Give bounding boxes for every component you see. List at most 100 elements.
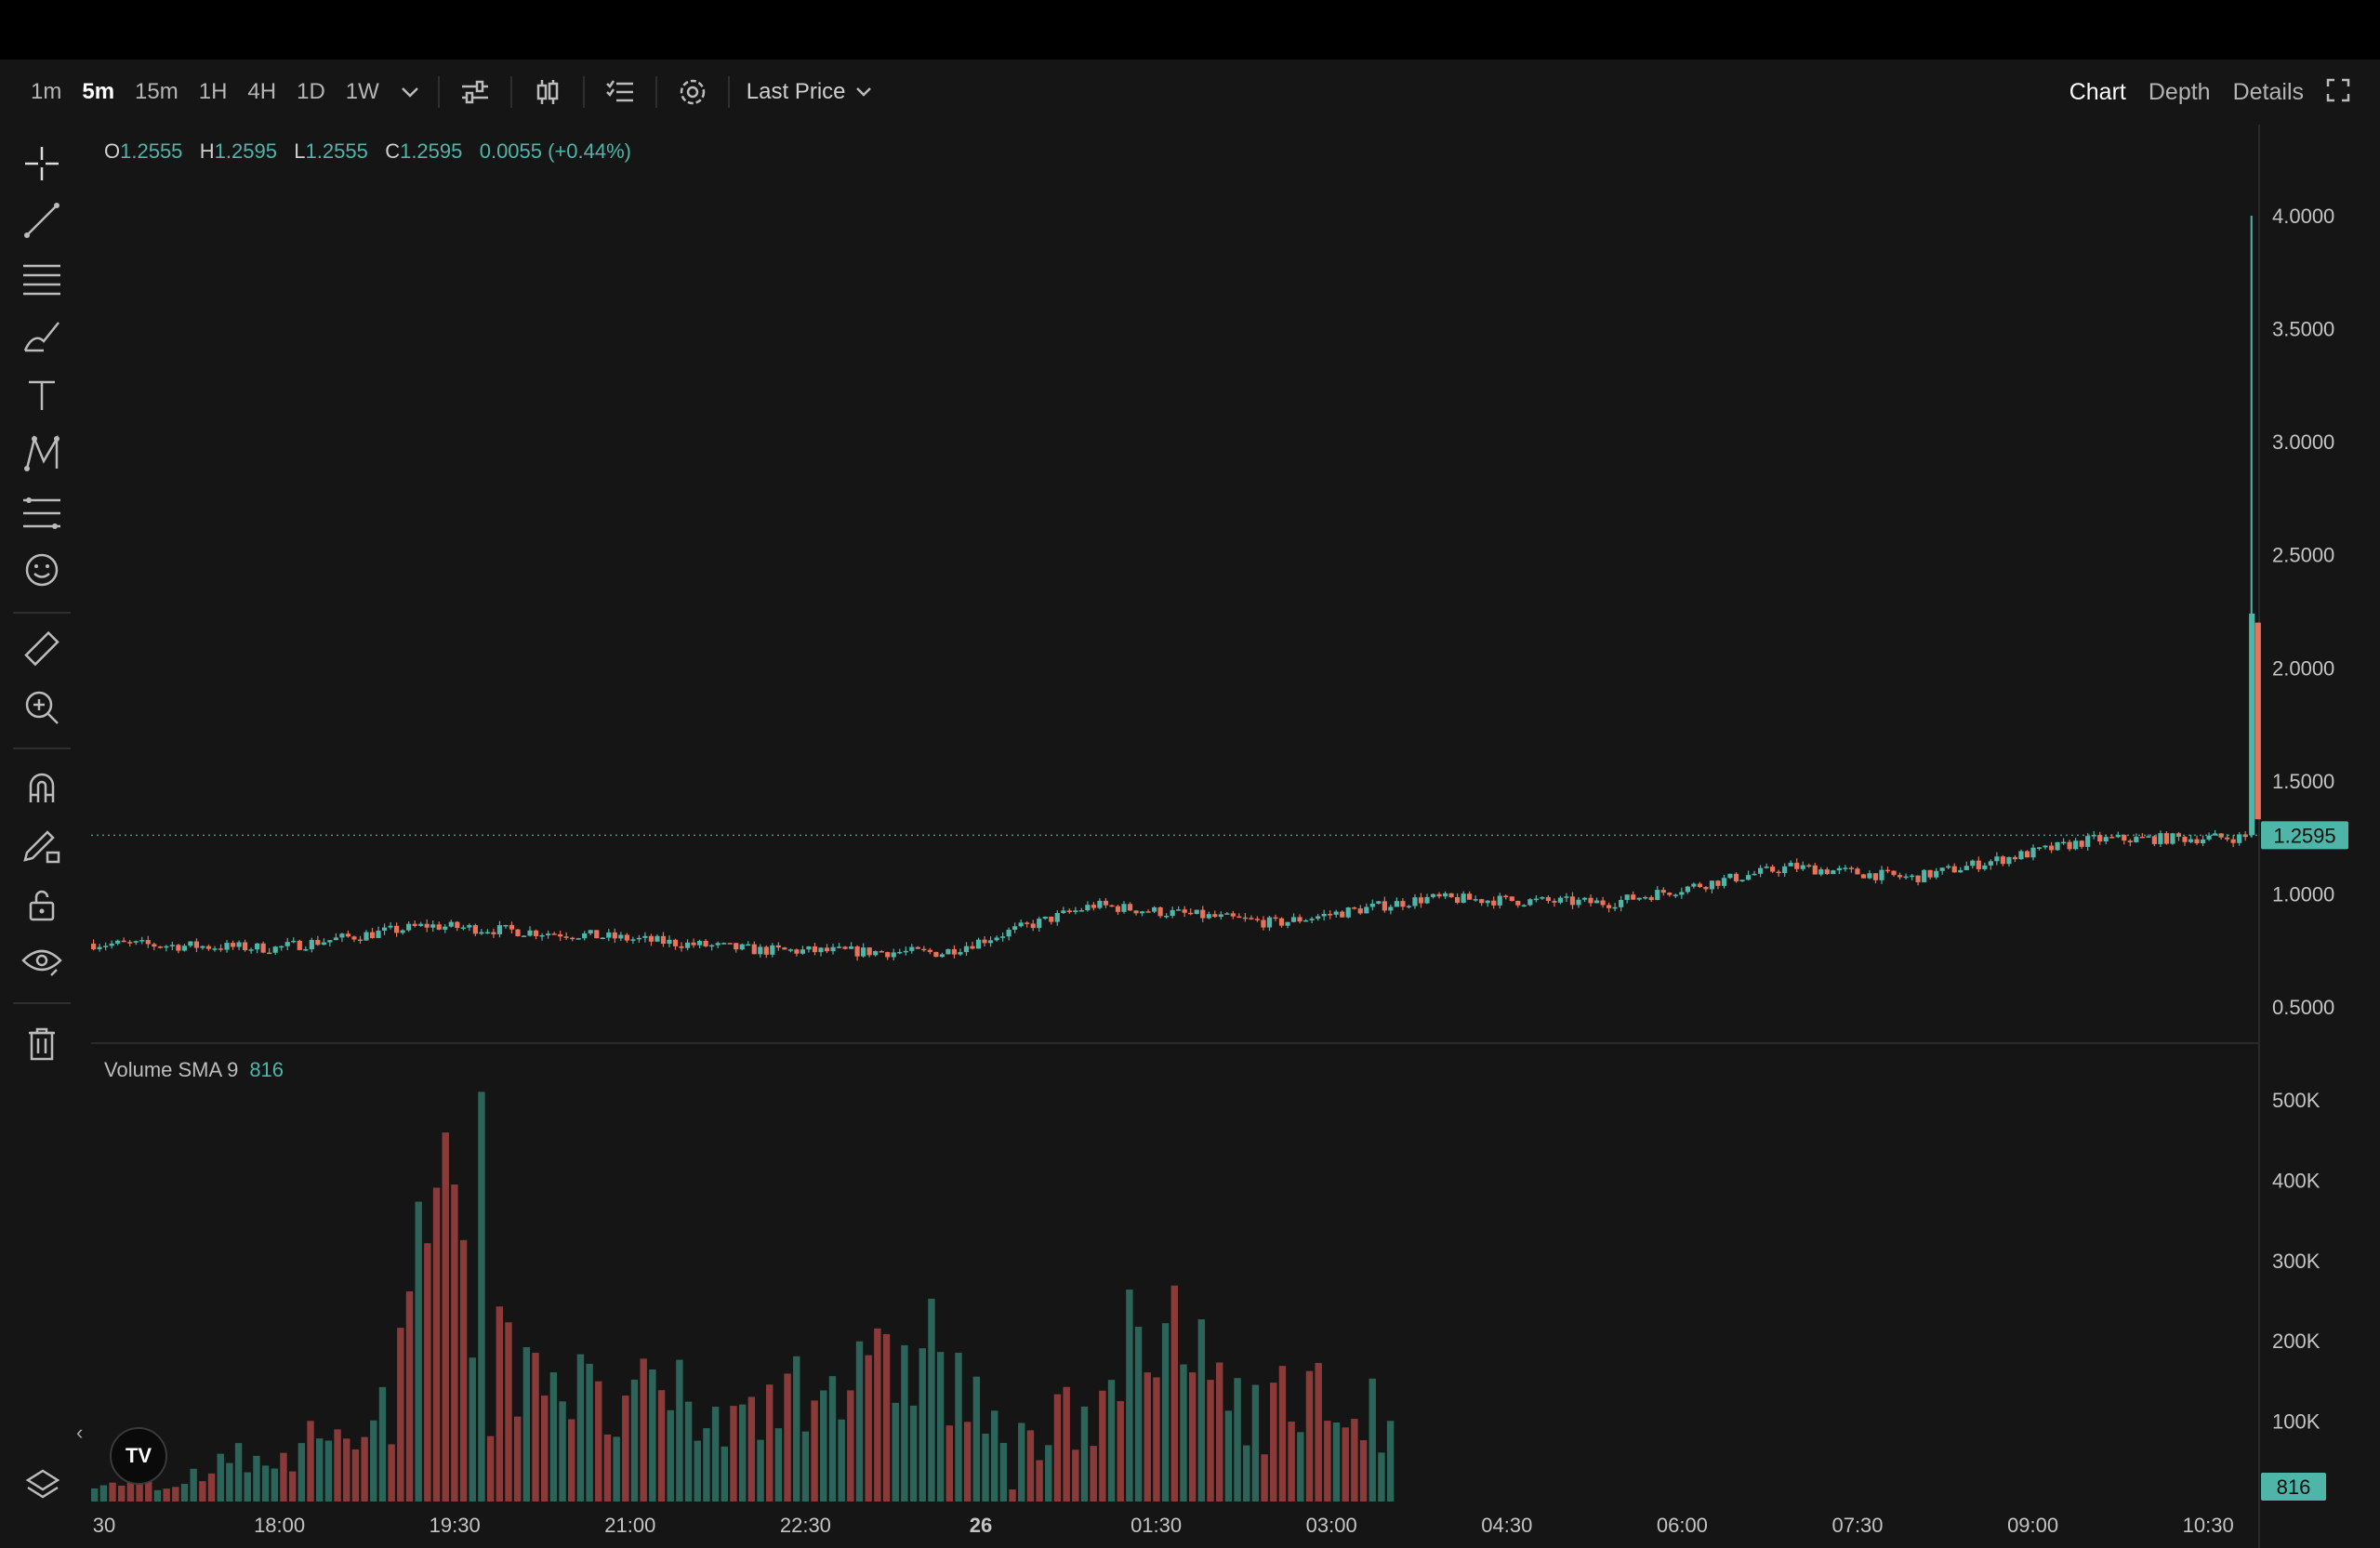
volume-axis-tick: 400K xyxy=(2272,1169,2320,1192)
timeframe-5m[interactable]: 5m xyxy=(82,79,115,104)
candle-body xyxy=(1764,867,1769,868)
candle-body xyxy=(1643,896,1648,899)
text-icon[interactable] xyxy=(20,374,63,417)
volume-bar xyxy=(316,1438,324,1502)
candle-body xyxy=(2030,847,2036,858)
volume-bar xyxy=(1107,1380,1116,1502)
candle-body xyxy=(321,942,326,946)
volume-bar xyxy=(963,1422,972,1502)
candle-body xyxy=(1091,905,1096,908)
price-axis-tick: 1.5000 xyxy=(2272,770,2334,793)
candle-body xyxy=(763,946,769,955)
magnet-icon[interactable] xyxy=(20,766,63,809)
candle-body xyxy=(1667,893,1673,895)
candle-body xyxy=(2151,836,2157,844)
zoom-in-icon[interactable] xyxy=(20,686,63,729)
trend-line-icon[interactable] xyxy=(20,199,63,242)
volume-bar xyxy=(324,1440,333,1502)
candle-body xyxy=(1479,899,1485,904)
crosshair-icon[interactable] xyxy=(20,142,63,185)
ruler-icon[interactable] xyxy=(20,628,63,671)
brush-icon[interactable] xyxy=(20,316,63,359)
time-axis-tick: 22:30 xyxy=(780,1514,831,1537)
layers-icon[interactable] xyxy=(24,1467,61,1504)
candle-body xyxy=(1922,869,1927,882)
candle-body xyxy=(1721,878,1727,886)
trash-icon[interactable] xyxy=(20,1023,63,1065)
emoji-icon[interactable] xyxy=(20,549,63,591)
tab-depth[interactable]: Depth xyxy=(2148,78,2211,105)
volume-bar xyxy=(640,1358,647,1502)
candle-body xyxy=(2134,836,2139,842)
timeframe-1h[interactable]: 1H xyxy=(198,79,228,104)
timeframe-1d[interactable]: 1D xyxy=(297,79,325,104)
candles-icon[interactable] xyxy=(531,75,564,109)
volume-bar xyxy=(1090,1446,1097,1502)
volume-bar xyxy=(1216,1362,1223,1502)
lock-pencil-icon[interactable] xyxy=(20,824,63,867)
timeframe-15m[interactable]: 15m xyxy=(135,79,178,104)
candle-body xyxy=(212,948,218,950)
volume-bar xyxy=(757,1439,764,1502)
candle-body xyxy=(1133,910,1139,914)
candle-body xyxy=(2170,833,2175,844)
horizontal-lines-icon[interactable] xyxy=(20,258,63,300)
time-axis-tick: 30 xyxy=(93,1514,115,1537)
candle-body xyxy=(1794,862,1800,869)
candle-body xyxy=(1824,869,1830,875)
candle-body xyxy=(1939,867,1945,871)
eye-icon[interactable] xyxy=(20,941,63,984)
candle-body xyxy=(1491,900,1497,906)
fib-icon[interactable] xyxy=(20,492,63,535)
open-label: O xyxy=(104,139,121,163)
volume-bar xyxy=(253,1455,260,1502)
candle-body xyxy=(484,932,490,934)
volume-bar xyxy=(415,1201,422,1502)
collapse-icon[interactable]: ‹ xyxy=(76,1421,84,1444)
unlock-icon[interactable] xyxy=(20,883,63,926)
candle-body xyxy=(721,943,727,945)
candle-body xyxy=(2213,833,2218,836)
volume-bar xyxy=(207,1473,216,1502)
candle-body xyxy=(1600,900,1606,906)
volume-bar xyxy=(226,1462,233,1502)
tab-details[interactable]: Details xyxy=(2232,78,2304,105)
candle-body xyxy=(563,936,569,938)
settings-icon[interactable] xyxy=(676,75,709,109)
price-chart[interactable]: 4.0000 3.5000 3.0000 2.5000 2.0000 1.5000 1.00… xyxy=(0,125,2380,1548)
candle-body xyxy=(1266,917,1273,928)
timeframe-4h[interactable]: 4H xyxy=(247,79,277,104)
price-type-select[interactable]: Last Price xyxy=(747,79,872,105)
candle-body xyxy=(1078,910,1084,912)
volume-bar xyxy=(1288,1422,1295,1502)
volume-bar xyxy=(234,1443,243,1502)
close-value: 1.2595 xyxy=(400,139,463,163)
candle-body xyxy=(418,923,424,926)
change-value: 0.0055 (+0.44%) xyxy=(479,139,631,163)
volume-bar xyxy=(1251,1384,1260,1502)
chevron-down-icon[interactable] xyxy=(393,75,427,109)
candle-body xyxy=(1000,936,1006,938)
tab-chart[interactable]: Chart xyxy=(2069,78,2126,105)
candle-body xyxy=(272,946,278,953)
timeframe-1w[interactable]: 1W xyxy=(345,79,379,104)
candle-body xyxy=(1042,916,1048,920)
volume-bar xyxy=(1099,1390,1106,1502)
candle-body xyxy=(430,924,436,928)
volume-bar xyxy=(1072,1449,1079,1502)
candle-body xyxy=(339,933,345,938)
settings-sliders-icon[interactable] xyxy=(458,75,492,109)
fullscreen-icon[interactable] xyxy=(2326,78,2350,107)
candle-body xyxy=(388,925,393,928)
candle-body xyxy=(2127,840,2133,842)
candle-body xyxy=(873,951,879,956)
candle-body xyxy=(1752,873,1757,876)
candle-body xyxy=(2109,837,2115,839)
indicators-icon[interactable] xyxy=(603,75,637,109)
candle-body xyxy=(1848,867,1854,869)
timeframe-1m[interactable]: 1m xyxy=(31,79,62,104)
volume-bar xyxy=(261,1465,270,1502)
candle-body xyxy=(2073,840,2079,850)
candle-body xyxy=(1278,918,1285,926)
pattern-icon[interactable] xyxy=(20,432,63,475)
